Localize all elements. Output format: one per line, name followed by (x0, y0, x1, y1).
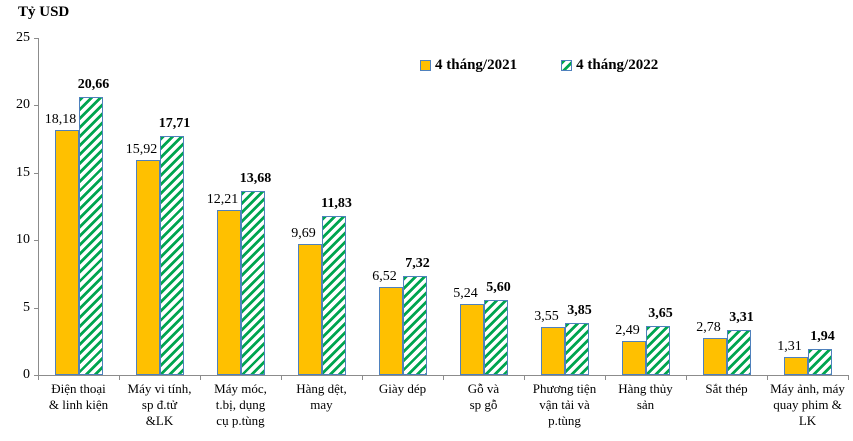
bar-2022 (483, 299, 508, 375)
value-label-2022: 3,85 (567, 303, 592, 319)
bar-2021 (378, 287, 403, 375)
value-label-2021: 2,49 (615, 323, 640, 339)
chart-title: Tỷ USD (18, 4, 70, 20)
bar-2021 (459, 304, 484, 375)
legend-swatch-2022-icon (561, 60, 573, 71)
legend-swatch-2021-icon (420, 60, 431, 71)
value-label-2021: 5,24 (453, 286, 478, 302)
x-tick (605, 375, 606, 380)
x-category-label: Phương tiện vận tải và p.tùng (532, 381, 597, 428)
y-tick-label: 15 (16, 164, 30, 180)
legend-item-2022: 4 tháng/2022 (561, 57, 658, 74)
y-axis-line (38, 38, 39, 375)
x-tick (524, 375, 525, 380)
x-category-label: Điện thoại & linh kiện (48, 381, 109, 412)
bar-2021 (297, 244, 322, 375)
x-category-label: Máy ảnh, máy quay phim & LK (770, 381, 845, 428)
bar-2022 (78, 96, 103, 375)
value-label-2022: 5,60 (486, 279, 511, 295)
bar-2021 (54, 129, 79, 375)
x-tick (848, 375, 849, 380)
x-tick (443, 375, 444, 380)
x-category-label: Gỗ và sp gỗ (467, 381, 500, 412)
x-category-label: Hàng dệt, may (296, 381, 347, 412)
y-tick-label: 10 (16, 232, 30, 248)
value-label-2022: 17,71 (158, 116, 191, 132)
x-category-label: Sắt thép (705, 381, 748, 396)
bar-2022 (726, 330, 751, 375)
value-label-2021: 6,52 (372, 269, 397, 285)
x-tick (200, 375, 201, 380)
y-tick-label: 0 (23, 367, 30, 382)
x-category-label: Giày dép (378, 381, 427, 396)
value-label-2021: 12,21 (206, 192, 239, 208)
x-category-label: Máy vi tính, sp đ.tử &LK (127, 381, 192, 428)
value-label-2022: 1,94 (810, 328, 835, 344)
y-tick (34, 38, 38, 39)
legend-item-2021: 4 tháng/2021 (420, 57, 517, 74)
bar-2022 (321, 215, 346, 375)
x-tick (38, 375, 39, 380)
bar-2022 (645, 325, 670, 375)
x-tick (281, 375, 282, 380)
bar-2021 (783, 357, 808, 375)
value-label-2022: 3,31 (729, 310, 754, 326)
bar-2022 (402, 276, 427, 375)
y-tick (34, 375, 38, 376)
y-tick (34, 240, 38, 242)
value-label-2021: 2,78 (696, 319, 721, 335)
value-label-2021: 9,69 (291, 226, 316, 242)
bar-2021 (216, 210, 241, 375)
bar-2022 (807, 348, 832, 375)
value-label-2022: 13,68 (239, 170, 272, 186)
legend-label-2021: 4 tháng/2021 (435, 57, 518, 73)
bar-2022 (159, 136, 184, 375)
value-label-2022: 20,66 (77, 76, 110, 92)
value-label-2022: 3,65 (648, 305, 673, 321)
bar-2021 (135, 160, 160, 375)
bar-2021 (540, 327, 565, 375)
x-tick (686, 375, 687, 380)
y-tick (34, 172, 38, 174)
y-tick (34, 307, 38, 309)
x-category-label: Hàng thủy sản (618, 381, 673, 412)
value-label-2021: 3,55 (534, 309, 559, 325)
bar-2021 (621, 341, 646, 375)
value-label-2021: 18,18 (44, 111, 77, 127)
y-tick-label: 20 (16, 97, 30, 113)
y-tick-label: 25 (16, 30, 30, 45)
bar-2022 (564, 323, 589, 375)
bar-2021 (702, 337, 727, 375)
value-label-2021: 1,31 (777, 339, 802, 355)
x-tick (119, 375, 120, 380)
value-label-2021: 15,92 (125, 142, 158, 158)
y-tick (34, 105, 38, 107)
legend-label-2022: 4 tháng/2022 (576, 57, 659, 73)
value-label-2022: 11,83 (321, 195, 352, 211)
x-category-label: Máy móc, t.bị, dụng cụ p.tùng (214, 381, 267, 428)
x-tick (362, 375, 363, 380)
legend: 4 tháng/2021 4 tháng/2022 (420, 57, 658, 74)
x-tick (767, 375, 768, 380)
bar-2022 (240, 190, 265, 375)
value-label-2022: 7,32 (405, 256, 430, 272)
y-tick-label: 5 (23, 299, 30, 315)
